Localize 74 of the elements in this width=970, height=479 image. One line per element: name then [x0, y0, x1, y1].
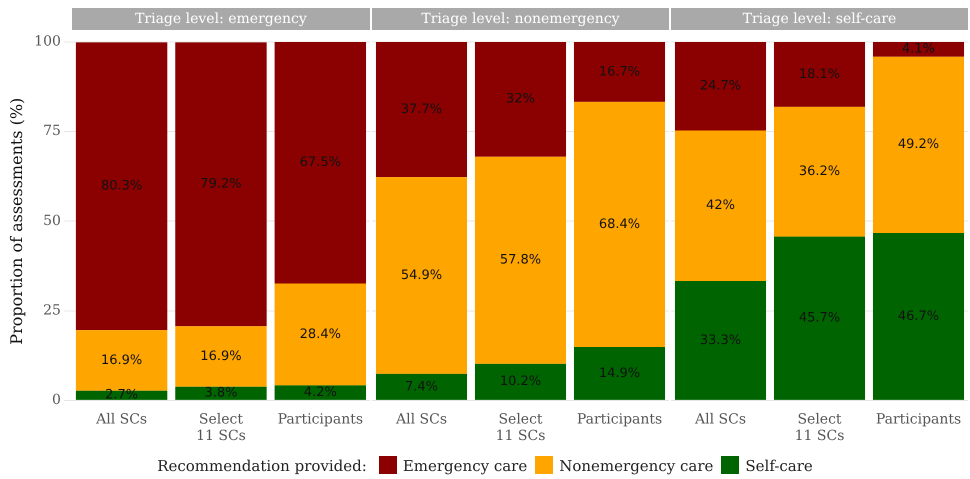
legend-label: Emergency care [402, 457, 528, 475]
data-label: 54.9% [400, 268, 442, 283]
data-label: 42% [706, 198, 735, 214]
data-label: 24.7% [700, 78, 742, 94]
data-label: 18.1% [798, 66, 840, 82]
data-label: 68.4% [598, 216, 640, 232]
data-label: 33.3% [700, 332, 742, 348]
bar [474, 364, 566, 400]
x-tick-label: Select 11 SCs [794, 411, 844, 444]
bar [274, 284, 366, 386]
y-tick-label: 75 [43, 123, 61, 140]
bar [376, 177, 468, 374]
data-label: 80.3% [100, 178, 142, 194]
x-tick-label: Participants [278, 411, 364, 428]
data-label: 57.8% [500, 252, 542, 268]
bar [175, 42, 267, 326]
data-label: 16.9% [100, 352, 142, 368]
data-label: 7.4% [404, 379, 438, 394]
data-label: 10.2% [500, 374, 542, 390]
bar [474, 42, 566, 157]
bar [674, 130, 766, 282]
legend-title: Recommendation provided: [157, 457, 367, 475]
bar [774, 236, 866, 400]
data-label: 79.2% [200, 176, 242, 192]
bar [574, 347, 666, 400]
data-label: 45.7% [798, 310, 840, 326]
bar [76, 42, 168, 330]
data-label: 14.9% [598, 366, 640, 381]
x-tick-label: All SCs [95, 411, 148, 428]
y-tick-label: 0 [52, 392, 61, 408]
data-label: 2.7% [105, 388, 138, 403]
x-tick-label: Select 11 SCs [196, 411, 246, 444]
bar [574, 42, 666, 102]
bar [872, 42, 964, 57]
data-label: 37.7% [400, 102, 442, 117]
bar [674, 42, 766, 131]
data-label: 3.8% [204, 386, 238, 401]
data-label: 4.2% [304, 385, 337, 400]
bar [474, 156, 566, 364]
bar [274, 42, 366, 284]
y-axis-title: Proportion of assessments (%) [6, 98, 26, 345]
legend-label: Nonemergency care [559, 457, 714, 475]
bar [774, 42, 866, 107]
bar [774, 106, 866, 237]
y-tick-label: 25 [43, 302, 61, 318]
chart-title: Triage level: self-care [671, 8, 968, 30]
data-label: 28.4% [300, 326, 341, 342]
x-tick-label: Participants [576, 411, 662, 428]
x-tick-label: All SCs [394, 411, 448, 428]
bar [274, 385, 366, 400]
bar [175, 326, 267, 387]
data-label: 4.1% [902, 42, 936, 57]
x-tick-label: Select 11 SCs [496, 411, 546, 444]
bar [872, 56, 964, 234]
chart-title: Triage level: emergency [72, 8, 370, 30]
data-label: 46.7% [898, 308, 940, 324]
data-label: 16.7% [598, 64, 640, 80]
data-label: 36.2% [798, 164, 840, 180]
bar [872, 233, 964, 400]
data-label: 16.9% [200, 348, 242, 364]
bar [376, 374, 468, 400]
bar [376, 42, 468, 178]
legend-label: Self-care [745, 457, 813, 475]
x-tick-label: Participants [876, 411, 962, 428]
y-tick-label: 50 [43, 212, 61, 229]
bar [674, 281, 766, 400]
bar [76, 390, 168, 400]
data-label: 32% [506, 92, 535, 107]
bar [574, 102, 666, 347]
chart-title: Triage level: nonemergency [372, 8, 669, 30]
y-tick-label: 100 [34, 34, 61, 50]
data-label: 49.2% [898, 137, 940, 152]
x-tick-label: All SCs [694, 411, 746, 428]
data-label: 67.5% [300, 154, 341, 170]
